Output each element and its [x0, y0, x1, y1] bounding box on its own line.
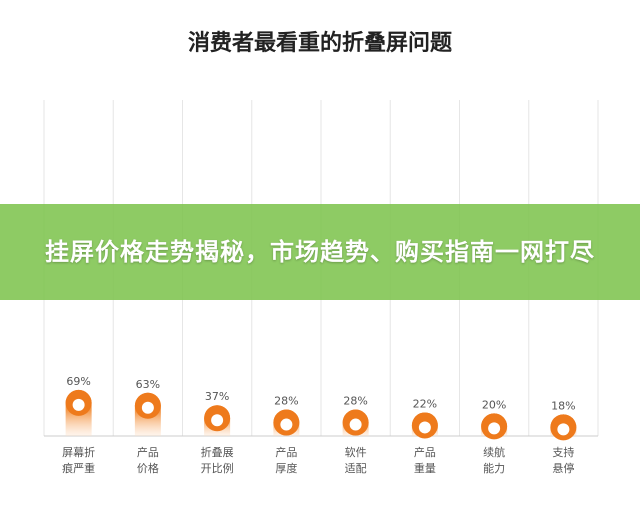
value-label: 22% — [413, 397, 437, 410]
x-tick-label: 续航 — [483, 445, 505, 459]
chart-title: 消费者最看重的折叠屏问题 — [188, 30, 453, 56]
x-tick-label: 厚度 — [275, 461, 297, 475]
bar-marker — [280, 418, 293, 431]
value-labels: 69% 63% 37% 28% 28% 22% 20% 18% — [66, 375, 575, 412]
bar-marker — [72, 398, 85, 411]
x-tick-label: 开比例 — [201, 461, 234, 475]
x-tick-label: 适配 — [345, 462, 367, 475]
x-tick-label: 产品 — [275, 445, 297, 459]
x-tick-label: 产品 — [137, 445, 159, 459]
overlay-banner: 挂屏价格走势揭秘，市场趋势、购买指南一网打尽 — [0, 204, 640, 300]
x-tick-label: 悬停 — [552, 461, 574, 475]
x-tick-label: 软件 — [345, 445, 367, 459]
x-tick-label: 痕严重 — [62, 461, 95, 475]
bar-marker — [557, 423, 570, 436]
bar-marker — [141, 401, 154, 414]
x-tick-label: 重量 — [414, 461, 436, 475]
x-tick-label: 价格 — [137, 461, 159, 475]
value-label: 28% — [343, 395, 367, 408]
x-tick-label: 产品 — [414, 445, 436, 459]
value-label: 37% — [205, 390, 229, 403]
bar-marker — [211, 414, 224, 427]
x-tick-label: 能力 — [483, 461, 505, 475]
x-tick-label: 折叠展 — [201, 445, 234, 459]
bar-marker — [418, 421, 431, 434]
value-label: 18% — [551, 399, 575, 412]
x-tick-label: 屏幕折 — [62, 445, 95, 459]
bar-marker — [349, 418, 362, 431]
bar-marker — [488, 422, 501, 435]
x-tick-label: 支持 — [552, 445, 574, 459]
value-label: 20% — [482, 398, 506, 411]
overlay-headline: 挂屏价格走势揭秘，市场趋势、购买指南一网打尽 — [45, 238, 595, 266]
value-label: 63% — [136, 378, 160, 391]
value-label: 28% — [274, 395, 298, 408]
bars — [65, 389, 577, 441]
value-label: 69% — [66, 375, 90, 388]
